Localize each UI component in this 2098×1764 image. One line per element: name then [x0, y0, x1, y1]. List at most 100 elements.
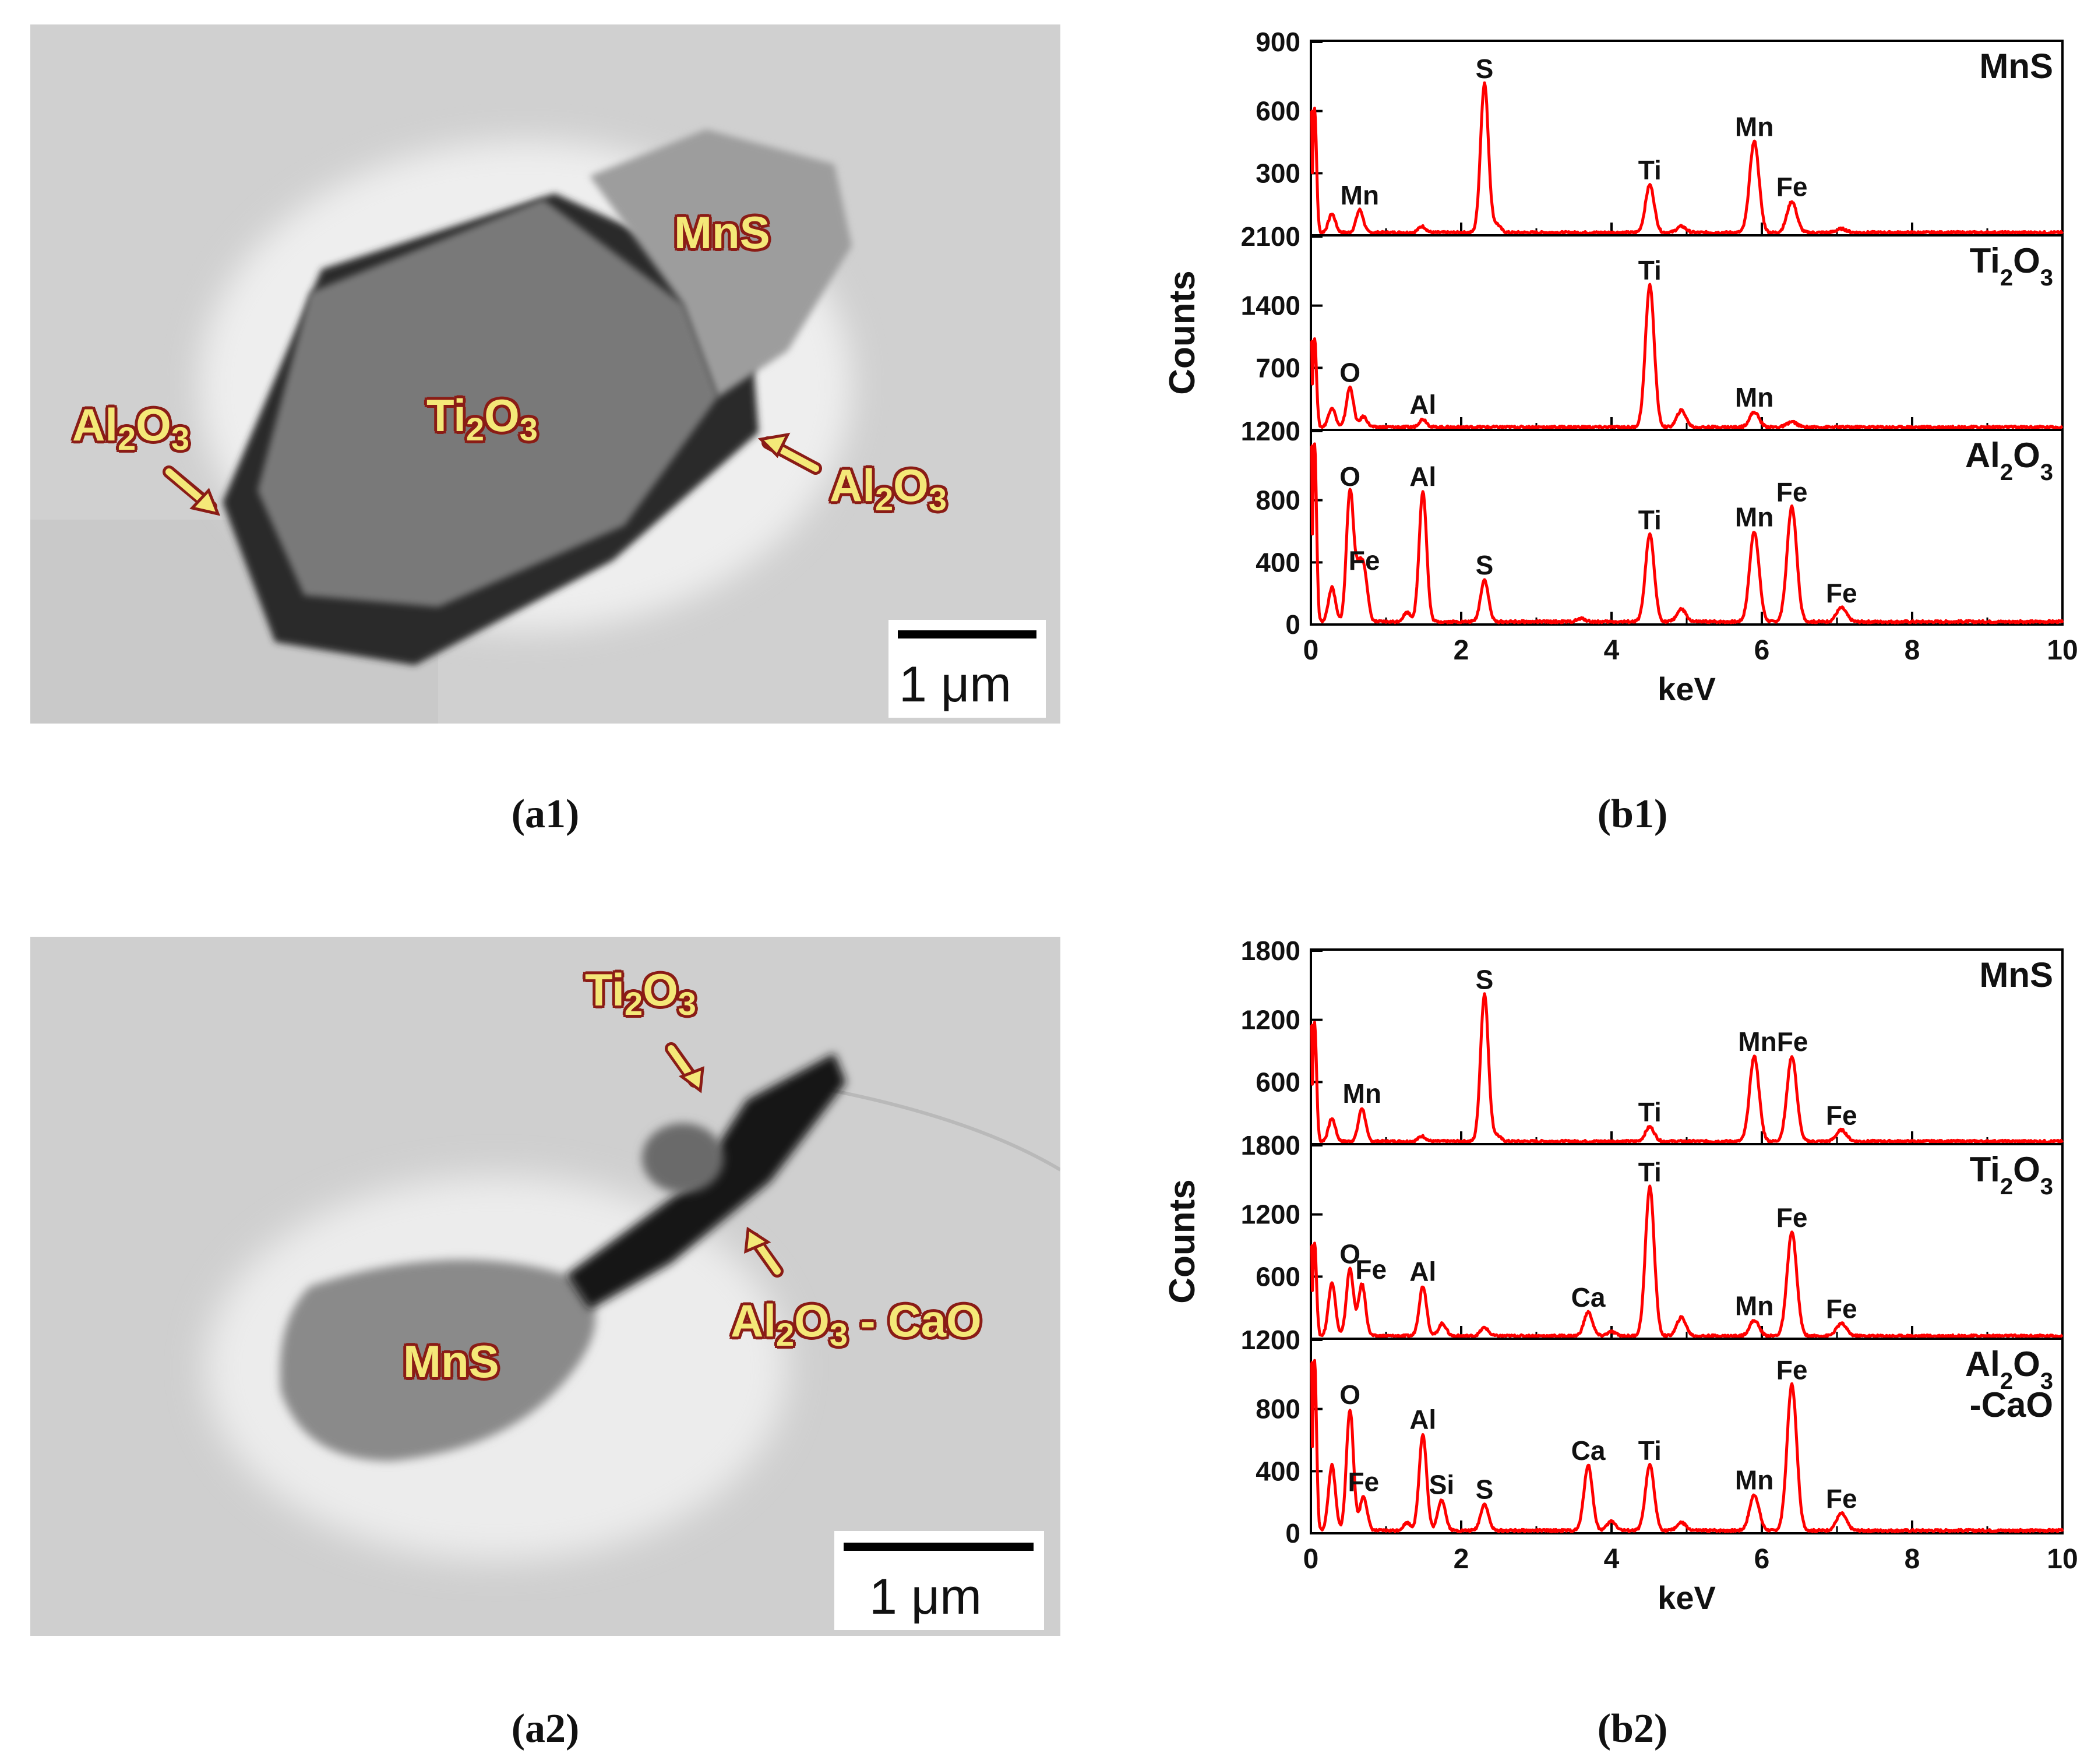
a1-arrows [163, 432, 822, 516]
subplot-title-part: 3 [2040, 1368, 2053, 1394]
peak-label: Fe [1826, 1100, 1857, 1130]
peak-label: S [1476, 1474, 1494, 1505]
y-tick-label: 600 [1256, 1261, 1300, 1292]
spectrum-line [1310, 1184, 2064, 1339]
a2-arrows [665, 1042, 784, 1278]
scale-bar [844, 1543, 1034, 1551]
spectrum-line [1310, 992, 2064, 1144]
y-tick-label: 800 [1256, 1394, 1300, 1424]
subplot-title-part: Ti [1970, 1150, 2000, 1189]
caption-a2: (a2) [511, 1706, 580, 1751]
subplot-title: Al2O3 [1965, 1345, 2053, 1394]
peak-label: Ca [1571, 1435, 1606, 1466]
subplot-title-part: Al [1965, 1345, 2000, 1384]
scale-bar-box: 1 μm [834, 1531, 1044, 1630]
peak-label: O [1339, 461, 1360, 492]
sem-a1-graphic [30, 24, 1060, 724]
spectrum-line [1310, 283, 2064, 430]
scale-bar-box: 1 μm [888, 620, 1046, 718]
x-tick-label: 0 [1303, 635, 1319, 666]
peak-label: Al [1409, 461, 1436, 492]
peak-label: Mn [1735, 112, 1773, 142]
subplot-title-part: 3 [2040, 265, 2053, 291]
peak-label: Ti [1638, 255, 1662, 285]
subplot-frame [1310, 948, 2064, 1145]
peak-label: Si [1429, 1470, 1454, 1500]
peak-label: Fe [1776, 172, 1808, 202]
peak-label: O [1339, 357, 1360, 387]
sem-a2-graphic [30, 937, 1060, 1636]
y-tick-label: 300 [1256, 158, 1300, 188]
subplot-title: Ti2O3 [1970, 241, 2053, 291]
peak-label: S [1476, 54, 1494, 84]
sem-image-a2: MnS Ti2O3 Al2O3 - CaO 1 μm [30, 937, 1060, 1636]
x-tick-label: 4 [1604, 1544, 1620, 1575]
subplot-title-part: 3 [2040, 460, 2053, 485]
peak-label: S [1476, 965, 1494, 995]
x-tick-label: 4 [1604, 635, 1620, 666]
spectrum-line [1310, 442, 2064, 625]
y-tick-label: 2100 [1241, 221, 1300, 252]
x-tick-label: 0 [1303, 1544, 1319, 1575]
caption-b2: (b2) [1597, 1706, 1668, 1751]
y-tick-label: 1200 [1241, 1325, 1300, 1355]
label-ti2o3: Ti2O3 [426, 390, 538, 447]
y-tick-label: 1800 [1241, 1130, 1300, 1160]
peak-label: Al [1409, 389, 1436, 419]
y-tick-label: 800 [1256, 485, 1300, 516]
caption-b1: (b1) [1597, 792, 1668, 837]
subplot-title-part: Al [1965, 436, 2000, 475]
eds-chart-b2: 1800 1200 600 S Mn Ti MnFe Fe MnS 1800 1200 600 Ti O F… [1142, 926, 2097, 1701]
subplot-title: Al2O3 [1965, 436, 2053, 485]
x-tick-label: 8 [1905, 635, 1920, 666]
peak-label: Fe [1826, 1484, 1857, 1514]
peak-label: S [1476, 550, 1494, 580]
peak-label: Fe [1776, 1202, 1808, 1233]
peak-label: Ti [1638, 1097, 1662, 1127]
subplot-title-part: 2 [2000, 265, 2013, 291]
subplot-title-part: O [2013, 1345, 2040, 1384]
scale-bar-label: 1 μm [869, 1569, 982, 1625]
x-tick-label: 6 [1754, 635, 1770, 666]
label-mns: MnS [674, 207, 770, 258]
peak-label: Ca [1571, 1282, 1606, 1313]
scale-bar [898, 630, 1036, 638]
y-tick-label: 0 [1285, 1518, 1300, 1548]
peak-label: Ti [1638, 505, 1662, 535]
subplot-title-part: 2 [2000, 1174, 2013, 1199]
x-tick-label: 2 [1454, 1544, 1469, 1575]
label-al2o3-left: Al2O3 [72, 399, 189, 457]
x-axis-label: keV [1658, 671, 1716, 707]
y-tick-label: 1400 [1241, 291, 1300, 321]
subplot-title-part: 2 [2000, 460, 2013, 485]
spectrum-line [1310, 81, 2064, 235]
subplot-title-part: 3 [2040, 1174, 2053, 1199]
x-tick-label: 8 [1905, 1544, 1920, 1575]
caption-a1: (a1) [511, 792, 580, 837]
subplot-frame [1310, 1143, 2064, 1340]
y-tick-label: 1200 [1241, 416, 1300, 446]
x-tick-label: 2 [1454, 635, 1469, 666]
x-tick-label: 10 [2047, 1544, 2078, 1575]
peak-label: O [1339, 1380, 1360, 1410]
peak-label: MnFe [1738, 1026, 1808, 1057]
label-al2o3-cao: Al2O3 - CaO [731, 1295, 982, 1353]
label-ti2o3: Ti2O3 [585, 964, 696, 1022]
y-tick-label: 900 [1256, 27, 1300, 57]
y-tick-label: 1200 [1241, 1005, 1300, 1035]
y-tick-label: 700 [1256, 352, 1300, 383]
eds-chart-b1: 900 600 300 S Mn Ti Mn Fe MnS 2100 1400 700 Ti O Al Mn T… [1142, 17, 2097, 792]
peak-label: Fe [1776, 477, 1808, 507]
label-al2o3-right: Al2O3 [830, 460, 947, 517]
peak-label: Mn [1735, 502, 1773, 532]
scale-bar-label: 1 μm [899, 657, 1011, 712]
peak-label: Fe [1776, 1354, 1808, 1385]
peak-label: Mn [1735, 1465, 1773, 1495]
peak-label: Al [1409, 1405, 1436, 1435]
y-tick-label: 600 [1256, 1067, 1300, 1097]
y-tick-label: 1200 [1241, 1199, 1300, 1230]
y-tick-label: 400 [1256, 1456, 1300, 1486]
y-tick-label: 1800 [1241, 936, 1300, 966]
peak-label: Al [1409, 1257, 1436, 1287]
peak-label: Ti [1638, 155, 1662, 185]
